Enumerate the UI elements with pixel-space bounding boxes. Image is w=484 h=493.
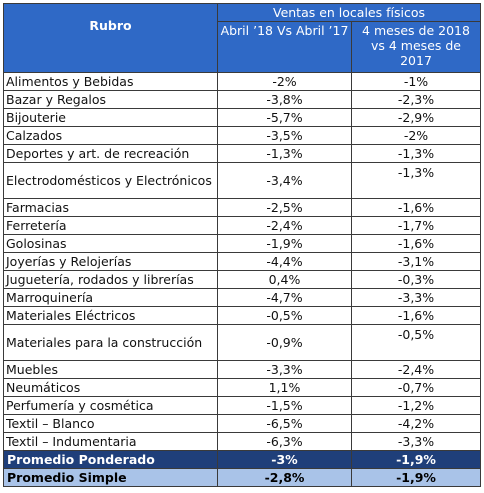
cell-cuatro: -1%	[351, 72, 481, 91]
table-row: Alimentos y Bebidas -2% -1%	[3, 72, 481, 91]
cell-abril: -4,4%	[217, 252, 352, 271]
cell-rubro: Deportes y art. de recreación	[3, 144, 218, 163]
cell-cuatro: -1,2%	[351, 396, 481, 415]
cell-cuatro: -2,4%	[351, 360, 481, 379]
cell-cuatro: -1,6%	[351, 234, 481, 253]
sales-table-container: Rubro Ventas en locales físicos Abril ’1…	[3, 3, 481, 487]
cell-abril: -6,3%	[217, 432, 352, 451]
cell-abril: -1,3%	[217, 144, 352, 163]
cell-cuatro: -0,5%	[351, 324, 481, 361]
cell-ponderado-label: Promedio Ponderado	[3, 450, 218, 469]
table-row: Ferretería -2,4% -1,7%	[3, 216, 481, 235]
table-row: Electrodomésticos y Electrónicos -3,4% -…	[3, 162, 481, 199]
cell-cuatro: -0,7%	[351, 378, 481, 397]
cell-abril: -2,4%	[217, 216, 352, 235]
table-row: Juguetería, rodados y librerías 0,4% -0,…	[3, 270, 481, 289]
cell-rubro: Marroquinería	[3, 288, 218, 307]
sales-table: Rubro Ventas en locales físicos Abril ’1…	[3, 3, 481, 487]
cell-cuatro: -1,6%	[351, 198, 481, 217]
cell-cuatro: -1,7%	[351, 216, 481, 235]
header-ventas-locales: Ventas en locales físicos	[217, 3, 481, 22]
cell-simple-label: Promedio Simple	[3, 468, 218, 487]
cell-rubro: Bazar y Regalos	[3, 90, 218, 109]
cell-abril: -3,5%	[217, 126, 352, 145]
cell-abril: -3,3%	[217, 360, 352, 379]
cell-rubro: Materiales para la construcción	[3, 324, 218, 361]
cell-rubro: Golosinas	[3, 234, 218, 253]
cell-rubro: Textil – Blanco	[3, 414, 218, 433]
cell-rubro: Alimentos y Bebidas	[3, 72, 218, 91]
table-row: Muebles -3,3% -2,4%	[3, 360, 481, 379]
table-row: Materiales para la construcción -0,9% -0…	[3, 324, 481, 361]
table-row: Neumáticos 1,1% -0,7%	[3, 378, 481, 397]
cell-abril: -2,5%	[217, 198, 352, 217]
table-row: Golosinas -1,9% -1,6%	[3, 234, 481, 253]
table-row: Farmacias -2,5% -1,6%	[3, 198, 481, 217]
cell-cuatro: -2,9%	[351, 108, 481, 127]
table-body: Alimentos y Bebidas -2% -1% Bazar y Rega…	[3, 72, 481, 487]
header-abril: Abril ’18 Vs Abril ’17	[217, 21, 352, 73]
cell-rubro: Joyerías y Relojerías	[3, 252, 218, 271]
cell-rubro: Neumáticos	[3, 378, 218, 397]
cell-cuatro: -3,3%	[351, 288, 481, 307]
cell-abril: -1,5%	[217, 396, 352, 415]
table-row: Joyerías y Relojerías -4,4% -3,1%	[3, 252, 481, 271]
cell-abril: -2%	[217, 72, 352, 91]
cell-cuatro: -0,3%	[351, 270, 481, 289]
table-row: Bazar y Regalos -3,8% -2,3%	[3, 90, 481, 109]
cell-rubro: Materiales Eléctricos	[3, 306, 218, 325]
cell-cuatro: -3,3%	[351, 432, 481, 451]
table-row: Textil – Indumentaria -6,3% -3,3%	[3, 432, 481, 451]
table-row: Marroquinería -4,7% -3,3%	[3, 288, 481, 307]
cell-rubro: Textil – Indumentaria	[3, 432, 218, 451]
cell-cuatro: -1,3%	[351, 162, 481, 199]
cell-abril: -1,9%	[217, 234, 352, 253]
cell-ponderado-cuatro: -1,9%	[351, 450, 481, 469]
cell-abril: -3,8%	[217, 90, 352, 109]
cell-abril: 0,4%	[217, 270, 352, 289]
cell-abril: 1,1%	[217, 378, 352, 397]
cell-abril: -0,5%	[217, 306, 352, 325]
header-row-sub: Abril ’18 Vs Abril ’17 4 meses de 2018 v…	[4, 21, 481, 73]
table-row: Textil – Blanco -6,5% -4,2%	[3, 414, 481, 433]
cell-ponderado-abril: -3%	[217, 450, 352, 469]
cell-rubro: Farmacias	[3, 198, 218, 217]
table-row: Materiales Eléctricos -0,5% -1,6%	[3, 306, 481, 325]
header-cuatro-meses: 4 meses de 2018 vs 4 meses de 2017	[351, 21, 481, 73]
cell-rubro: Bijouterie	[3, 108, 218, 127]
cell-abril: -0,9%	[217, 324, 352, 361]
header-rubro: Rubro	[3, 3, 218, 73]
cell-rubro: Perfumería y cosmética	[3, 396, 218, 415]
row-promedio-ponderado: Promedio Ponderado -3% -1,9%	[3, 450, 481, 469]
table-row: Perfumería y cosmética -1,5% -1,2%	[3, 396, 481, 415]
cell-rubro: Muebles	[3, 360, 218, 379]
cell-rubro: Electrodomésticos y Electrónicos	[3, 162, 218, 199]
table-row: Bijouterie -5,7% -2,9%	[3, 108, 481, 127]
table-row: Deportes y art. de recreación -1,3% -1,3…	[3, 144, 481, 163]
cell-rubro: Calzados	[3, 126, 218, 145]
cell-cuatro: -1,6%	[351, 306, 481, 325]
cell-abril: -5,7%	[217, 108, 352, 127]
cell-rubro: Ferretería	[3, 216, 218, 235]
cell-simple-cuatro: -1,9%	[351, 468, 481, 487]
row-promedio-simple: Promedio Simple -2,8% -1,9%	[3, 468, 481, 487]
table-row: Calzados -3,5% -2%	[3, 126, 481, 145]
cell-simple-abril: -2,8%	[217, 468, 352, 487]
cell-abril: -6,5%	[217, 414, 352, 433]
header-row-group: Rubro Ventas en locales físicos	[3, 3, 481, 73]
cell-cuatro: -2%	[351, 126, 481, 145]
cell-cuatro: -2,3%	[351, 90, 481, 109]
cell-rubro: Juguetería, rodados y librerías	[3, 270, 218, 289]
cell-cuatro: -3,1%	[351, 252, 481, 271]
cell-cuatro: -4,2%	[351, 414, 481, 433]
cell-abril: -4,7%	[217, 288, 352, 307]
cell-cuatro: -1,3%	[351, 144, 481, 163]
cell-abril: -3,4%	[217, 162, 352, 199]
